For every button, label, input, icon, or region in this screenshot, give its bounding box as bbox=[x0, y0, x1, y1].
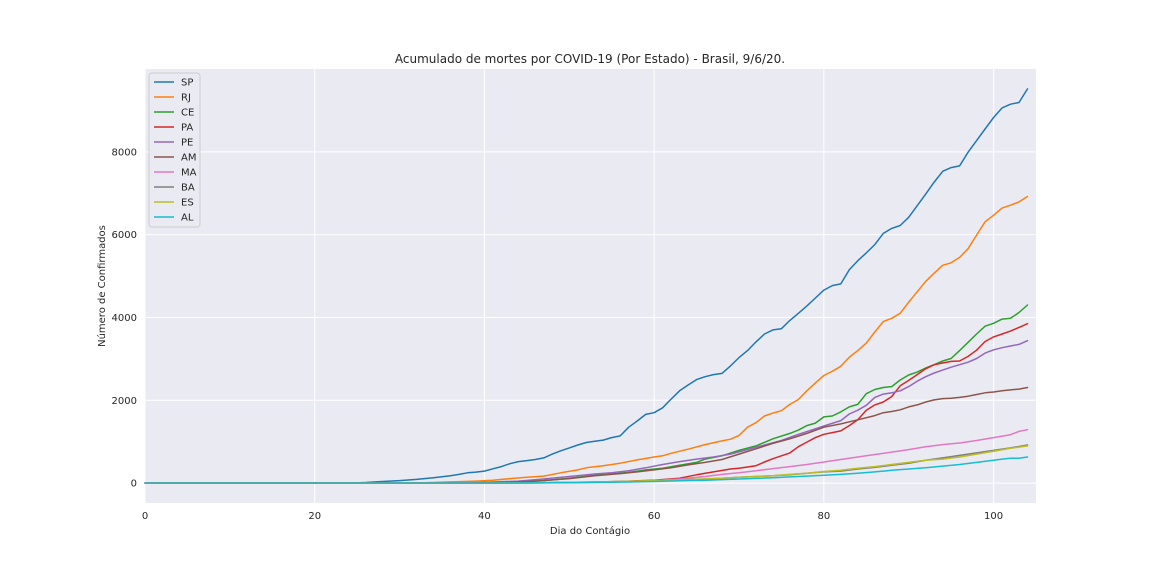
legend-label-pa: PA bbox=[181, 123, 193, 134]
x-axis-title: Dia do Contágio bbox=[550, 525, 630, 537]
y-tick-label: 8000 bbox=[112, 147, 137, 158]
x-tick-label: 20 bbox=[308, 511, 321, 522]
plot-background bbox=[145, 69, 1036, 503]
series-line-rj bbox=[144, 195, 1029, 484]
legend-label-ce: CE bbox=[181, 108, 194, 119]
legend-label-rj: RJ bbox=[181, 93, 191, 104]
legend-label-ba: BA bbox=[181, 183, 195, 194]
legend-label-es: ES bbox=[181, 198, 194, 209]
series-line-pa bbox=[144, 322, 1029, 484]
legend-label-sp: SP bbox=[181, 78, 193, 89]
x-axis-ticks: 0 20 40 60 80 100 bbox=[142, 511, 1003, 522]
x-tick-label: 100 bbox=[984, 511, 1003, 522]
y-tick-label: 6000 bbox=[112, 230, 137, 241]
x-tick-label: 80 bbox=[817, 511, 830, 522]
y-tick-label: 4000 bbox=[112, 313, 137, 324]
legend-label-ma: MA bbox=[181, 168, 197, 179]
x-tick-label: 0 bbox=[142, 511, 148, 522]
x-tick-label: 40 bbox=[478, 511, 491, 522]
y-axis-title: Número de Confirmados bbox=[96, 225, 108, 347]
y-tick-label: 0 bbox=[131, 479, 137, 490]
legend-label-pe: PE bbox=[181, 138, 193, 149]
series-line-al bbox=[144, 456, 1029, 484]
legend-label-am: AM bbox=[181, 153, 196, 164]
series-lines bbox=[144, 88, 1029, 484]
series-line-am bbox=[144, 386, 1029, 484]
x-tick-label: 60 bbox=[648, 511, 661, 522]
series-line-pe bbox=[144, 339, 1029, 484]
chart-title: Acumulado de mortes por COVID-19 (Por Es… bbox=[395, 52, 785, 66]
legend-label-al: AL bbox=[181, 213, 194, 224]
y-axis-ticks: 0 2000 4000 6000 8000 bbox=[112, 147, 137, 489]
series-line-sp bbox=[144, 88, 1029, 484]
legend: SP RJ CE PA PE AM MA BA ES AL bbox=[148, 72, 201, 228]
y-tick-label: 2000 bbox=[112, 396, 137, 407]
